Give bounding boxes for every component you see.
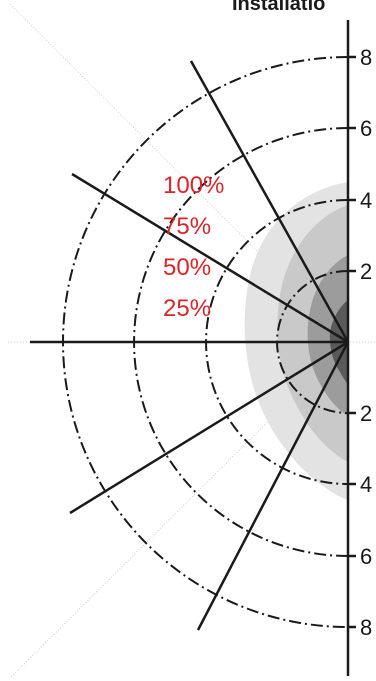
intensity-label-100: 100%: [163, 172, 224, 199]
angle-ray: [69, 340, 349, 515]
scale-label-top-2: 2: [360, 259, 372, 284]
scale-labels: 8 6 4 2 2 4 6 8: [360, 45, 372, 640]
diagram-title: Installatio: [232, 0, 325, 15]
vertical-axis: [346, 20, 356, 676]
angle-ray: [189, 60, 350, 343]
angle-ray: [71, 172, 349, 344]
scale-label-bottom-8: 8: [360, 615, 372, 640]
scale-label-bottom-4: 4: [360, 472, 372, 497]
scale-label-top-4: 4: [360, 188, 372, 213]
intensity-labels: 100% 75% 50% 25%: [163, 172, 224, 322]
angle-ray: [196, 341, 350, 631]
intensity-label-25: 25%: [163, 295, 211, 322]
angle-rays: [30, 60, 350, 631]
intensity-zone-3: [307, 255, 348, 416]
intensity-label-50: 50%: [163, 254, 211, 281]
scale-label-bottom-6: 6: [360, 544, 372, 569]
scale-label-top-6: 6: [360, 116, 372, 141]
intensity-label-75: 75%: [163, 213, 211, 240]
scale-label-top-8: 8: [360, 45, 372, 70]
scale-label-bottom-2: 2: [360, 401, 372, 426]
